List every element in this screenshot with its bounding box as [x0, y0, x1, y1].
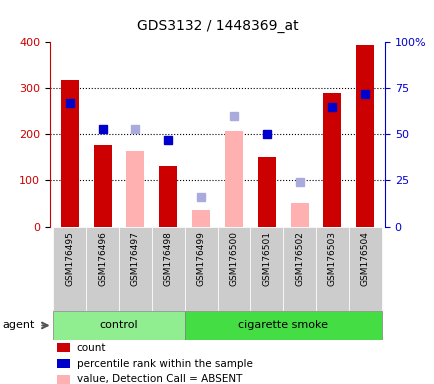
Text: GSM176499: GSM176499: [196, 231, 205, 286]
Text: GSM176500: GSM176500: [229, 231, 238, 286]
Bar: [61, 80, 79, 227]
Bar: [191, 210, 210, 227]
Text: GDS3132 / 1448369_at: GDS3132 / 1448369_at: [136, 19, 298, 33]
Text: percentile rank within the sample: percentile rank within the sample: [77, 359, 252, 369]
Bar: [224, 131, 243, 227]
Text: agent: agent: [2, 320, 34, 331]
Bar: [159, 166, 177, 227]
Bar: [217, 227, 250, 311]
Bar: [126, 151, 144, 227]
Text: GSM176497: GSM176497: [131, 231, 140, 286]
Text: GSM176501: GSM176501: [262, 231, 271, 286]
Bar: [290, 203, 308, 227]
Text: count: count: [77, 343, 106, 353]
Bar: [322, 93, 341, 227]
Bar: [355, 45, 373, 227]
Bar: [119, 227, 151, 311]
Bar: [250, 227, 283, 311]
Text: value, Detection Call = ABSENT: value, Detection Call = ABSENT: [77, 374, 242, 384]
Bar: [93, 144, 112, 227]
Bar: [184, 311, 381, 340]
Bar: [151, 227, 184, 311]
Text: control: control: [99, 320, 138, 331]
Bar: [184, 227, 217, 311]
Bar: [56, 375, 70, 384]
Bar: [283, 227, 315, 311]
Text: GSM176502: GSM176502: [294, 231, 303, 286]
Text: GSM176495: GSM176495: [65, 231, 74, 286]
Bar: [257, 157, 275, 227]
Bar: [86, 227, 119, 311]
Bar: [56, 343, 70, 352]
Bar: [348, 227, 381, 311]
Bar: [53, 227, 86, 311]
Text: GSM176498: GSM176498: [163, 231, 172, 286]
Bar: [53, 311, 184, 340]
Text: GSM176504: GSM176504: [360, 231, 369, 286]
Text: cigarette smoke: cigarette smoke: [238, 320, 327, 331]
Bar: [56, 359, 70, 368]
Text: GSM176503: GSM176503: [327, 231, 336, 286]
Bar: [315, 227, 348, 311]
Text: GSM176496: GSM176496: [98, 231, 107, 286]
